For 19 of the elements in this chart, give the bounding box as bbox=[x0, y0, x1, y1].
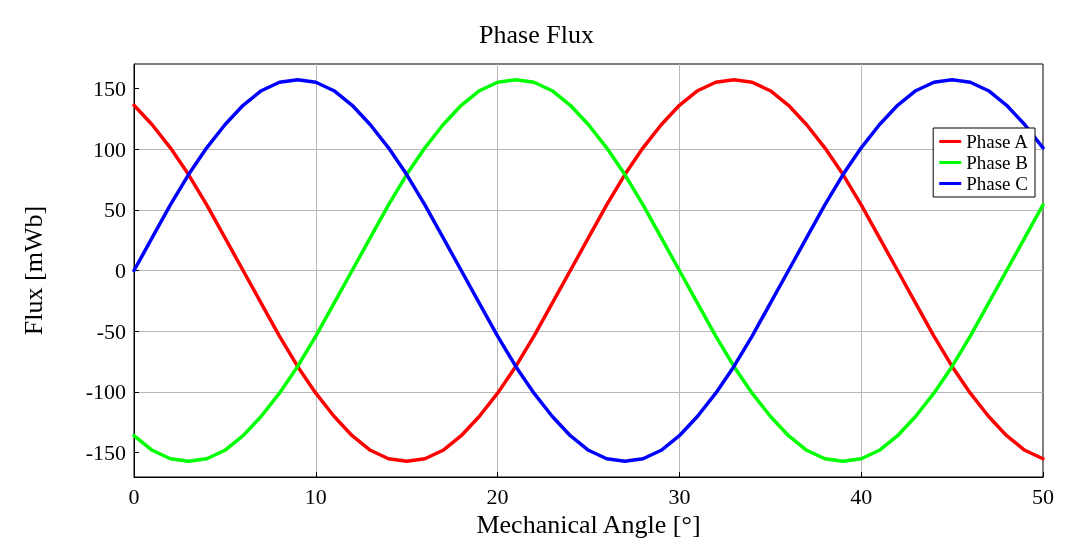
x-tick-label: 50 bbox=[1032, 483, 1054, 509]
y-tick-label: 0 bbox=[115, 258, 126, 283]
line-series bbox=[132, 78, 1045, 463]
y-tick-label: 150 bbox=[93, 75, 126, 101]
x-tick-label: 20 bbox=[486, 483, 509, 509]
y-axis-title: Flux [mWb] bbox=[18, 205, 48, 336]
x-tick-label: 40 bbox=[850, 483, 873, 509]
y-tick-label: -150 bbox=[85, 440, 126, 466]
x-tick-label: 30 bbox=[668, 483, 691, 509]
y-tick-label: -100 bbox=[85, 379, 126, 405]
y-tick-label: 50 bbox=[104, 197, 126, 223]
x-tick-label: 10 bbox=[304, 483, 327, 509]
legend-label: Phase B bbox=[966, 152, 1028, 173]
y-tick-label: -50 bbox=[96, 318, 126, 344]
x-axis-title: Mechanical Angle [°] bbox=[476, 510, 701, 540]
chart-title: Phase Flux bbox=[479, 19, 594, 49]
y-tick-label: 100 bbox=[93, 136, 126, 162]
legend-label: Phase A bbox=[966, 131, 1029, 152]
legend-label: Phase C bbox=[966, 173, 1028, 194]
